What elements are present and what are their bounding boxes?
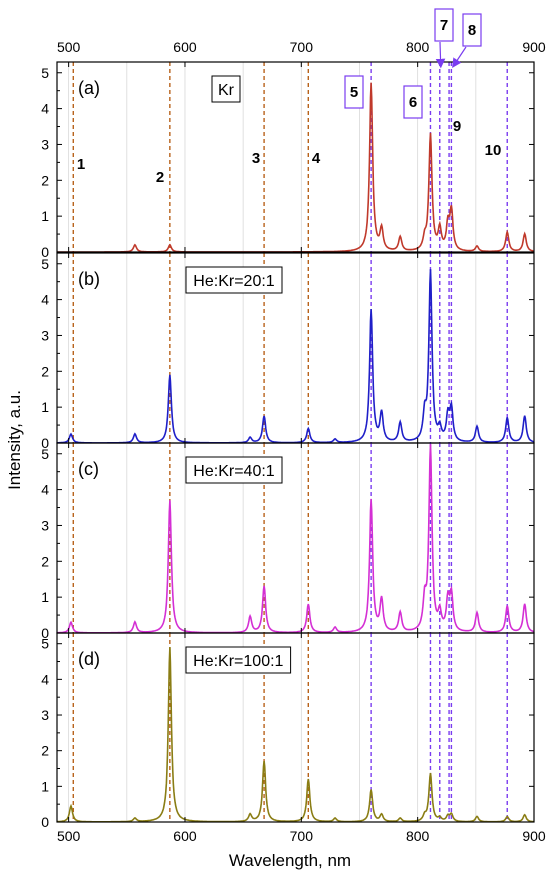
y-axis-label: Intensity, a.u. [5, 390, 24, 490]
y-tick-label: 5 [41, 446, 49, 462]
y-tick-label: 0 [41, 435, 49, 451]
marker-label-5: 5 [350, 84, 358, 101]
series-line-d [57, 647, 534, 822]
x-tick-label: 500 [57, 828, 81, 844]
marker-label-4: 4 [312, 150, 321, 167]
marker-arrow-7 [435, 41, 446, 69]
y-tick-label: 4 [41, 671, 49, 687]
y-tick-label: 2 [41, 743, 49, 759]
y-tick-label: 3 [41, 327, 49, 343]
x-tick-label: 700 [290, 828, 314, 844]
x-tick-label-top: 900 [522, 39, 546, 55]
panel-label: (d) [78, 649, 100, 669]
panel-c: 0 1 2 3 4 5 (c) He:Kr=40:1 [41, 442, 535, 641]
legend-box [185, 266, 283, 294]
marker-arrow-8 [452, 46, 467, 69]
panel-label: (c) [78, 459, 99, 479]
legend-box [185, 456, 283, 484]
y-tick-label: 4 [41, 292, 49, 308]
legend-text: Kr [218, 82, 235, 99]
x-axis-label: Wavelength, nm [229, 851, 351, 870]
marker-label-7: 7 [440, 17, 448, 34]
y-tick-label: 3 [41, 136, 49, 152]
x-tick-label: 900 [522, 828, 546, 844]
x-tick-label: 800 [406, 828, 430, 844]
series-line-c [57, 444, 534, 633]
y-tick-label: 1 [41, 589, 49, 605]
legend-text: He:Kr=100:1 [193, 653, 283, 670]
marker-label-2: 2 [156, 169, 164, 186]
x-tick-label-top: 800 [406, 39, 430, 55]
series-line-a [57, 82, 534, 252]
marker-label-6: 6 [409, 94, 417, 111]
legend-box [185, 646, 292, 674]
y-tick-label: 4 [41, 482, 49, 498]
panel-frame [56, 61, 535, 253]
y-tick-label: 5 [41, 65, 49, 81]
legend-box [211, 75, 241, 103]
y-tick-label: 0 [41, 625, 49, 641]
legend-text: He:Kr=40:1 [193, 463, 274, 480]
marker-label-box-8 [462, 13, 482, 47]
legend-text: He:Kr=20:1 [193, 273, 274, 290]
y-tick-label: 0 [41, 244, 49, 260]
panel-frame [56, 632, 535, 823]
y-tick-label: 3 [41, 517, 49, 533]
y-tick-label: 1 [41, 778, 49, 794]
y-tick-label: 1 [41, 399, 49, 415]
panel-frame [56, 442, 535, 634]
y-tick-label: 4 [41, 101, 49, 117]
marker-label-9: 9 [453, 118, 461, 135]
y-tick-label: 2 [41, 553, 49, 569]
y-tick-label: 2 [41, 172, 49, 188]
marker-label-box-6 [403, 85, 423, 119]
marker-label-8: 8 [468, 22, 476, 39]
panel-b: 0 1 2 3 4 5 (b) He:Kr=20:1 [41, 252, 535, 451]
y-tick-label: 5 [41, 636, 49, 652]
y-tick-label: 3 [41, 707, 49, 723]
x-tick-label-top: 600 [173, 39, 197, 55]
panel-frame [56, 252, 535, 444]
x-tick-label-top: 500 [57, 39, 81, 55]
y-tick-label: 2 [41, 363, 49, 379]
x-tick-label-top: 700 [290, 39, 314, 55]
marker-label-1: 1 [77, 156, 85, 173]
panel-label: (a) [78, 78, 100, 98]
series-line-b [57, 269, 534, 443]
x-tick-label: 600 [173, 828, 197, 844]
marker-label-box-5 [344, 75, 364, 109]
y-tick-label: 0 [41, 814, 49, 830]
y-tick-label: 5 [41, 256, 49, 272]
panel-a: 0 1 2 3 4 5 (a) Kr [41, 61, 535, 260]
marker-label-3: 3 [252, 150, 260, 167]
panel-label: (b) [78, 269, 100, 289]
plot-layer: 0 1 2 3 4 5 (a) Kr 0 1 2 3 4 5 (b) He:Kr=20:1 0 1 2 3 4 5 (c) H… [41, 8, 546, 844]
marker-label-box-7 [434, 8, 454, 42]
marker-label-10: 10 [485, 142, 502, 159]
y-tick-label: 1 [41, 208, 49, 224]
panel-d: 0 1 2 3 4 5 (d) He:Kr=100:1 [41, 632, 535, 830]
